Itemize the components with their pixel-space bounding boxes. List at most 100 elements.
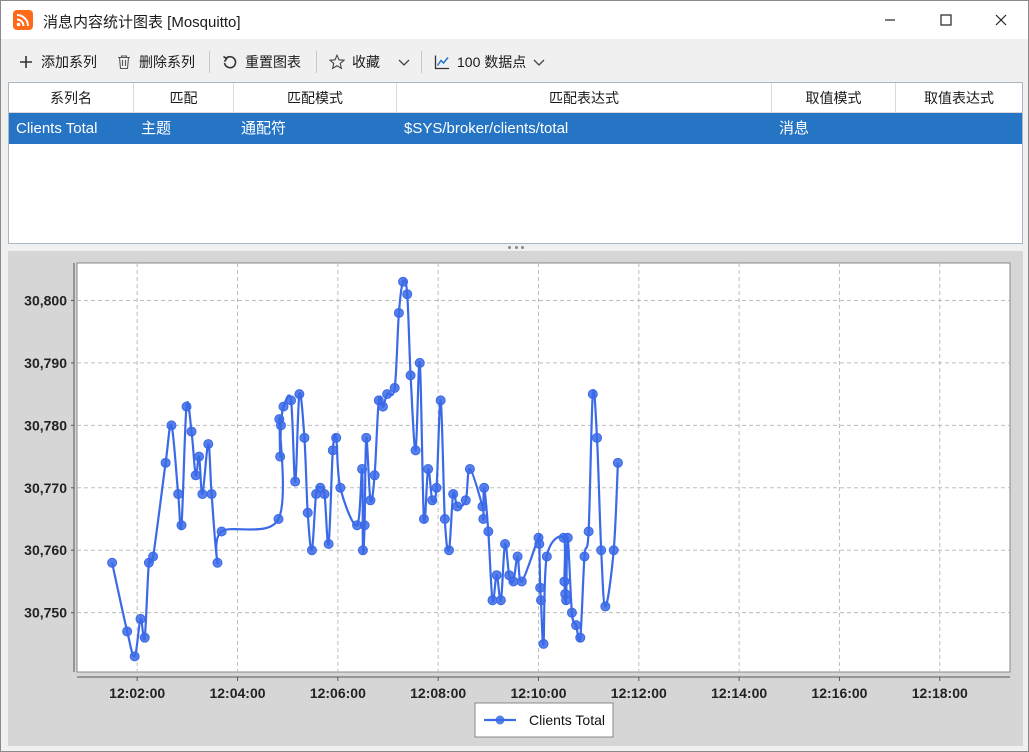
column-header-series-name[interactable]: 系列名 xyxy=(9,83,134,113)
y-tick-label: 30,760 xyxy=(24,542,67,558)
data-point xyxy=(538,638,549,649)
data-point xyxy=(477,501,488,512)
column-header-match-expression[interactable]: 匹配表达式 xyxy=(397,83,772,113)
data-points-label: 100 数据点 xyxy=(457,54,527,70)
data-point xyxy=(483,526,494,537)
data-point xyxy=(331,432,342,443)
data-point xyxy=(359,520,370,531)
window-title: 消息内容统计图表 [Mosquitto] xyxy=(43,14,241,31)
data-point xyxy=(203,439,214,450)
data-point xyxy=(495,595,506,606)
data-point xyxy=(382,389,393,400)
x-tick-label: 12:04:00 xyxy=(209,685,265,701)
series-table: 系列名 匹配 匹配模式 匹配表达式 取值模式 取值表达式 Clients Tot… xyxy=(8,82,1023,244)
data-point xyxy=(448,489,459,500)
column-header-value-mode[interactable]: 取值模式 xyxy=(772,83,896,113)
toolbar-separator xyxy=(421,51,422,73)
data-point xyxy=(583,526,594,537)
data-point xyxy=(516,576,527,587)
data-point xyxy=(107,557,118,568)
table-header: 系列名 匹配 匹配模式 匹配表达式 取值模式 取值表达式 xyxy=(9,83,1022,113)
title-bar: 消息内容统计图表 [Mosquitto] xyxy=(1,1,1028,39)
close-button[interactable] xyxy=(976,1,1026,39)
data-point xyxy=(273,514,284,525)
axes: 30,750 30,760 30,770 30,780 30,790 30,800 12:0… xyxy=(24,263,1010,701)
data-point xyxy=(361,432,372,443)
data-point xyxy=(612,457,623,468)
data-point xyxy=(190,470,201,481)
data-point xyxy=(197,489,208,500)
column-header-value-expression[interactable]: 取值表达式 xyxy=(924,90,994,106)
data-point xyxy=(278,401,289,412)
y-tick-label: 30,800 xyxy=(24,292,67,308)
x-tick-label: 12:18:00 xyxy=(912,685,968,701)
data-points-dropdown[interactable]: 100 数据点 xyxy=(433,50,548,74)
data-point xyxy=(535,582,546,593)
data-point xyxy=(435,395,446,406)
favorites-dropdown[interactable] xyxy=(395,50,419,74)
cell-match: 主题 xyxy=(141,120,172,137)
x-tick-label: 12:10:00 xyxy=(510,685,566,701)
data-point xyxy=(357,464,368,475)
x-tick-label: 12:06:00 xyxy=(310,685,366,701)
delete-series-button[interactable]: 删除系列 xyxy=(115,50,195,74)
data-point xyxy=(290,476,301,487)
trash-icon xyxy=(115,53,133,71)
maximize-icon xyxy=(940,14,952,26)
favorites-button[interactable]: 收藏 xyxy=(328,50,380,74)
data-point xyxy=(491,570,502,581)
data-point xyxy=(275,451,286,462)
cell-value-expression xyxy=(896,113,1022,144)
data-point xyxy=(327,445,338,456)
x-tick-label: 12:14:00 xyxy=(711,685,767,701)
minimize-button[interactable] xyxy=(865,1,915,39)
data-point xyxy=(365,495,376,506)
data-point xyxy=(275,420,286,431)
rss-icon xyxy=(13,10,33,30)
data-point xyxy=(512,551,523,562)
data-point xyxy=(579,551,590,562)
data-point xyxy=(608,545,619,556)
toolbar: 添加系列 删除系列 重置图表 收藏 xyxy=(1,41,1028,83)
column-header-match-mode[interactable]: 匹配模式 xyxy=(234,83,397,113)
data-point xyxy=(487,595,498,606)
reset-icon xyxy=(221,53,239,71)
data-point xyxy=(566,607,577,618)
data-point xyxy=(534,538,545,549)
data-point xyxy=(135,613,146,624)
data-point xyxy=(414,357,425,368)
data-point xyxy=(508,576,519,587)
cell-match-expression: $SYS/broker/clients/total xyxy=(404,120,569,137)
data-point xyxy=(439,514,450,525)
legend-marker xyxy=(495,715,505,725)
table-row[interactable]: Clients Total 主题 通配符 $SYS/broker/clients… xyxy=(9,113,1022,144)
data-point xyxy=(596,545,607,556)
data-point xyxy=(478,514,489,525)
add-series-button[interactable]: 添加系列 xyxy=(17,50,97,74)
data-point xyxy=(410,445,421,456)
data-point xyxy=(460,495,471,506)
x-tick-label: 12:16:00 xyxy=(811,685,867,701)
chart-panel: 30,750 30,760 30,770 30,780 30,790 30,800 12:0… xyxy=(8,251,1023,746)
data-point xyxy=(398,276,409,287)
data-point xyxy=(323,538,334,549)
data-point xyxy=(173,489,184,500)
data-point xyxy=(160,457,171,468)
data-point xyxy=(575,632,586,643)
delete-series-label: 删除系列 xyxy=(139,54,195,70)
line-chart: 30,750 30,760 30,770 30,780 30,790 30,800 12:0… xyxy=(24,262,1011,738)
data-point xyxy=(302,507,313,518)
maximize-button[interactable] xyxy=(921,1,971,39)
data-point xyxy=(122,626,133,637)
x-tick-label: 12:02:00 xyxy=(109,685,165,701)
data-point xyxy=(402,289,413,300)
data-point xyxy=(357,545,368,556)
cell-value-mode: 消息 xyxy=(779,120,810,137)
data-point xyxy=(186,426,197,437)
reset-chart-button[interactable]: 重置图表 xyxy=(221,50,301,74)
splitter-handle[interactable] xyxy=(1,244,1028,251)
data-point xyxy=(541,551,552,562)
column-header-match[interactable]: 匹配 xyxy=(134,83,234,113)
close-icon xyxy=(995,14,1007,26)
